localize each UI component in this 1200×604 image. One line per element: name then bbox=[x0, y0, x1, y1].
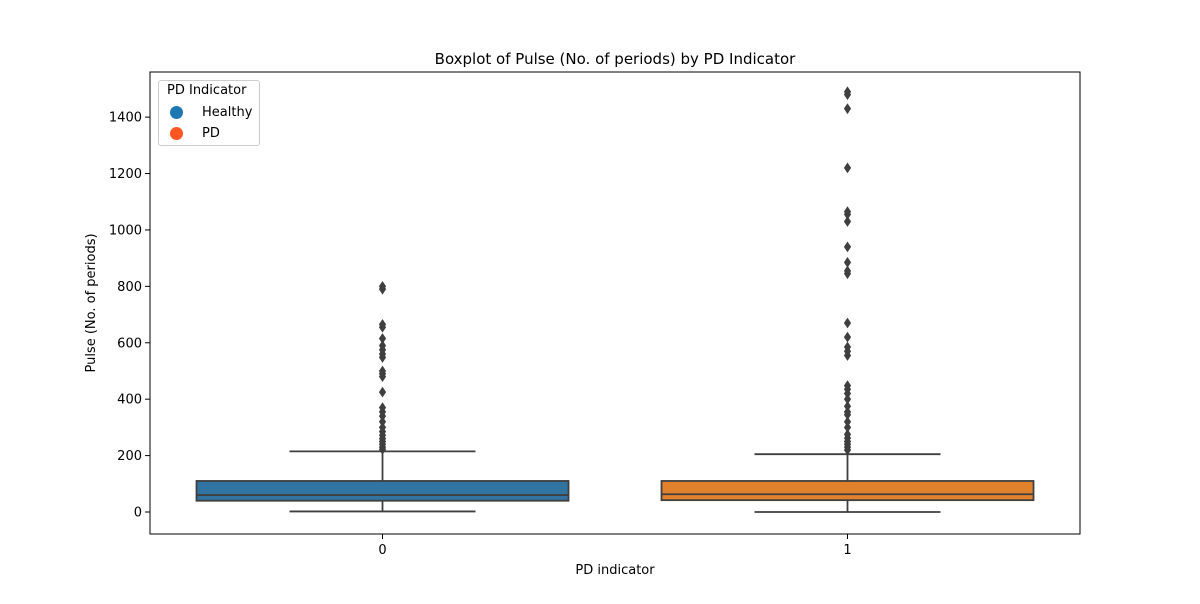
y-tick-label: 0 bbox=[134, 506, 142, 521]
outlier-point-pd bbox=[843, 341, 852, 353]
outlier-point-pd bbox=[843, 103, 852, 115]
y-tick-label: 1000 bbox=[109, 223, 142, 238]
y-tick-label: 1400 bbox=[109, 111, 142, 126]
outlier-point-healthy bbox=[378, 416, 387, 428]
legend: PD Indicator Healthy PD bbox=[158, 80, 260, 146]
outlier-point-pd bbox=[843, 206, 852, 218]
box-pd bbox=[660, 480, 1035, 502]
y-tick-label: 200 bbox=[117, 449, 142, 464]
outlier-point-pd bbox=[843, 256, 852, 268]
outlier-point-pd bbox=[843, 393, 852, 405]
outlier-point-pd bbox=[843, 162, 852, 174]
outlier-point-pd bbox=[843, 421, 852, 433]
outlier-point-pd bbox=[843, 86, 852, 98]
plot-layer: 0 200 400 600 800 1000 1200 1400 0 1 bbox=[109, 86, 1035, 558]
legend-item-healthy: Healthy bbox=[170, 103, 252, 121]
x-axis-label: PD indicator bbox=[575, 563, 655, 578]
outlier-point-pd bbox=[843, 216, 852, 227]
chart-title: Boxplot of Pulse (No. of periods) by PD … bbox=[435, 50, 797, 68]
y-tick-label: 1200 bbox=[109, 167, 142, 182]
legend-label-healthy: Healthy bbox=[202, 104, 253, 120]
box-healthy bbox=[195, 480, 570, 502]
outlier-point-healthy bbox=[378, 333, 387, 344]
y-axis-label: Pulse (No. of periods) bbox=[84, 233, 99, 372]
outlier-point-healthy bbox=[378, 386, 387, 398]
x-tick-label: 1 bbox=[843, 543, 851, 558]
outlier-point-pd bbox=[843, 380, 852, 392]
outlier-point-healthy bbox=[378, 319, 387, 330]
outlier-point-pd bbox=[843, 317, 852, 329]
x-tick-label: 0 bbox=[378, 543, 386, 558]
outlier-point-healthy bbox=[378, 365, 387, 377]
legend-marker-healthy bbox=[170, 105, 183, 119]
legend-title: PD Indicator bbox=[167, 83, 247, 98]
outlier-point-healthy bbox=[378, 340, 387, 351]
y-tick-label: 800 bbox=[117, 280, 142, 295]
outlier-point-pd bbox=[843, 331, 852, 343]
outlier-point-healthy bbox=[378, 280, 387, 292]
outlier-point-pd bbox=[843, 416, 852, 428]
outlier-point-pd bbox=[843, 429, 852, 440]
legend-item-pd: PD bbox=[170, 124, 220, 142]
outlier-point-healthy bbox=[378, 421, 387, 433]
outlier-point-pd bbox=[843, 406, 852, 418]
y-tick-label: 600 bbox=[117, 336, 142, 351]
legend-label-pd: PD bbox=[202, 125, 220, 141]
plot-frame bbox=[149, 71, 1081, 535]
outlier-point-healthy bbox=[378, 402, 387, 414]
outlier-point-pd bbox=[843, 265, 852, 277]
legend-marker-pd bbox=[170, 126, 183, 140]
y-tick-label: 400 bbox=[117, 393, 142, 408]
outlier-point-pd bbox=[843, 241, 852, 253]
outlier-point-pd bbox=[843, 400, 852, 412]
